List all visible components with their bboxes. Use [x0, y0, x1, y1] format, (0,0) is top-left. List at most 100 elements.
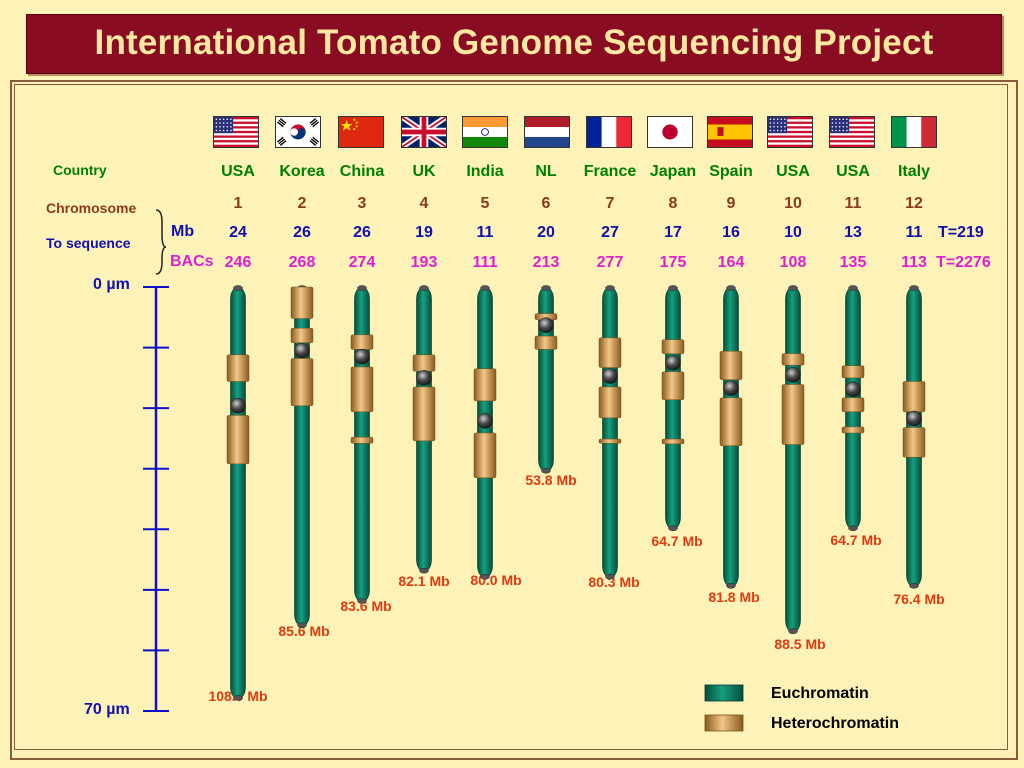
mb-to-sequence: 19	[415, 224, 433, 241]
chromosome-number: 3	[357, 195, 367, 212]
page-title: International Tomato Genome Sequencing P…	[94, 23, 934, 62]
heterochromatin-band	[350, 366, 374, 413]
mb-to-sequence: 16	[722, 224, 740, 241]
heterochromatin-band	[902, 427, 926, 458]
chromosome-number: 11	[844, 195, 862, 212]
country-label: USA	[776, 163, 810, 180]
chromosome-number: 10	[784, 195, 802, 212]
chromosome-2	[290, 285, 314, 628]
chromosome-6	[534, 285, 558, 474]
telomere-bottom	[297, 622, 307, 628]
centromere	[538, 317, 554, 333]
heterochromatin-band	[473, 368, 497, 402]
mb-to-sequence: 10	[784, 224, 802, 241]
chromosome-3	[350, 285, 374, 604]
centromere	[785, 367, 801, 383]
flag-usa-icon	[767, 116, 813, 148]
title-banner: International Tomato Genome Sequencing P…	[26, 14, 1002, 74]
heterochromatin-band	[841, 365, 865, 379]
bacs-count: 193	[410, 254, 438, 271]
telomere-top	[480, 285, 490, 291]
mb-to-sequence: 24	[229, 224, 247, 241]
mb-to-sequence: 11	[476, 224, 494, 241]
chromosome-size-label: 64.7 Mb	[830, 532, 882, 548]
telomere-top	[357, 285, 367, 291]
euchromatin-body	[602, 286, 618, 579]
centromere	[906, 410, 922, 427]
heterochromatin-band	[412, 386, 436, 442]
country-label: NL	[535, 163, 557, 180]
telomere-top	[668, 285, 678, 291]
chromosome-1	[226, 285, 250, 701]
bacs-count: 274	[348, 254, 376, 271]
euchromatin-body	[477, 286, 493, 579]
chromosome-number: 5	[480, 195, 490, 212]
chromosome-size-label: 53.8 Mb	[525, 472, 577, 488]
bacs-count: 108	[779, 254, 807, 271]
heterochromatin-band	[412, 354, 436, 372]
heterochromatin-band	[598, 438, 622, 444]
centromere	[665, 354, 681, 371]
legend-heterochromatin-swatch	[704, 714, 744, 732]
euchromatin-body	[665, 286, 681, 530]
telomere-bottom	[668, 525, 678, 532]
row-label-chromosome: Chromosome	[46, 200, 137, 216]
bacs-count: 175	[659, 254, 687, 271]
chromosome-number: 6	[541, 195, 551, 212]
telomere-bottom	[909, 583, 919, 589]
country-label: Korea	[279, 163, 325, 180]
chromosome-size-label: 82.1 Mb	[398, 573, 450, 589]
heterochromatin-band	[226, 354, 250, 382]
centromere	[416, 370, 432, 386]
country-label: France	[583, 163, 637, 180]
centromere	[354, 348, 370, 365]
chromosome-10	[781, 285, 805, 635]
telomere-top	[605, 285, 615, 291]
total-bacs: T=2276	[936, 254, 991, 271]
mb-to-sequence: 17	[664, 224, 682, 241]
flag-usa-icon	[829, 116, 875, 148]
telomere-bottom	[726, 583, 736, 589]
chromosome-number: 12	[905, 195, 923, 212]
heterochromatin-band	[841, 397, 865, 413]
heterochromatin-band	[350, 334, 374, 350]
flag-usa-icon	[213, 116, 259, 148]
telomere-bottom	[357, 598, 367, 604]
euchromatin-body	[785, 286, 801, 633]
flag-italy-icon	[891, 116, 937, 148]
heterochromatin-band	[598, 337, 622, 368]
centromere	[294, 342, 310, 359]
country-label: USA	[836, 163, 870, 180]
telomere-top	[788, 285, 798, 291]
telomere-top	[909, 285, 919, 291]
chromosome-size-label: 81.8 Mb	[708, 589, 760, 605]
telomere-bottom	[541, 467, 551, 474]
heterochromatin-band	[781, 353, 805, 366]
mb-to-sequence: 27	[601, 224, 619, 241]
telomere-top	[419, 285, 429, 291]
flag-uk-icon	[401, 116, 447, 148]
telomere-top	[541, 285, 551, 291]
country-label: Italy	[897, 163, 930, 180]
telomere-bottom	[788, 628, 798, 635]
bacs-count: 135	[839, 254, 867, 271]
chromosome-12	[902, 285, 926, 589]
mb-to-sequence: 20	[537, 224, 555, 241]
chromosome-number: 1	[233, 195, 243, 212]
scale-bottom-label: 70 µm	[84, 701, 130, 718]
chromosome-size-label: 64.7 Mb	[651, 533, 703, 549]
heterochromatin-band	[661, 438, 685, 445]
bacs-count: 246	[224, 254, 252, 271]
country-label: India	[466, 163, 504, 180]
chromosome-size-label: 88.5 Mb	[774, 636, 826, 652]
legend	[704, 684, 744, 732]
heterochromatin-band	[719, 397, 743, 446]
flag-china-icon	[338, 116, 384, 148]
country-label: Spain	[709, 163, 753, 180]
chromosome-4	[412, 285, 436, 574]
chromosome-number: 4	[419, 195, 429, 212]
content-frame-outer	[10, 80, 1018, 760]
flag-france-icon	[586, 116, 632, 148]
chromosome-7	[598, 285, 622, 580]
